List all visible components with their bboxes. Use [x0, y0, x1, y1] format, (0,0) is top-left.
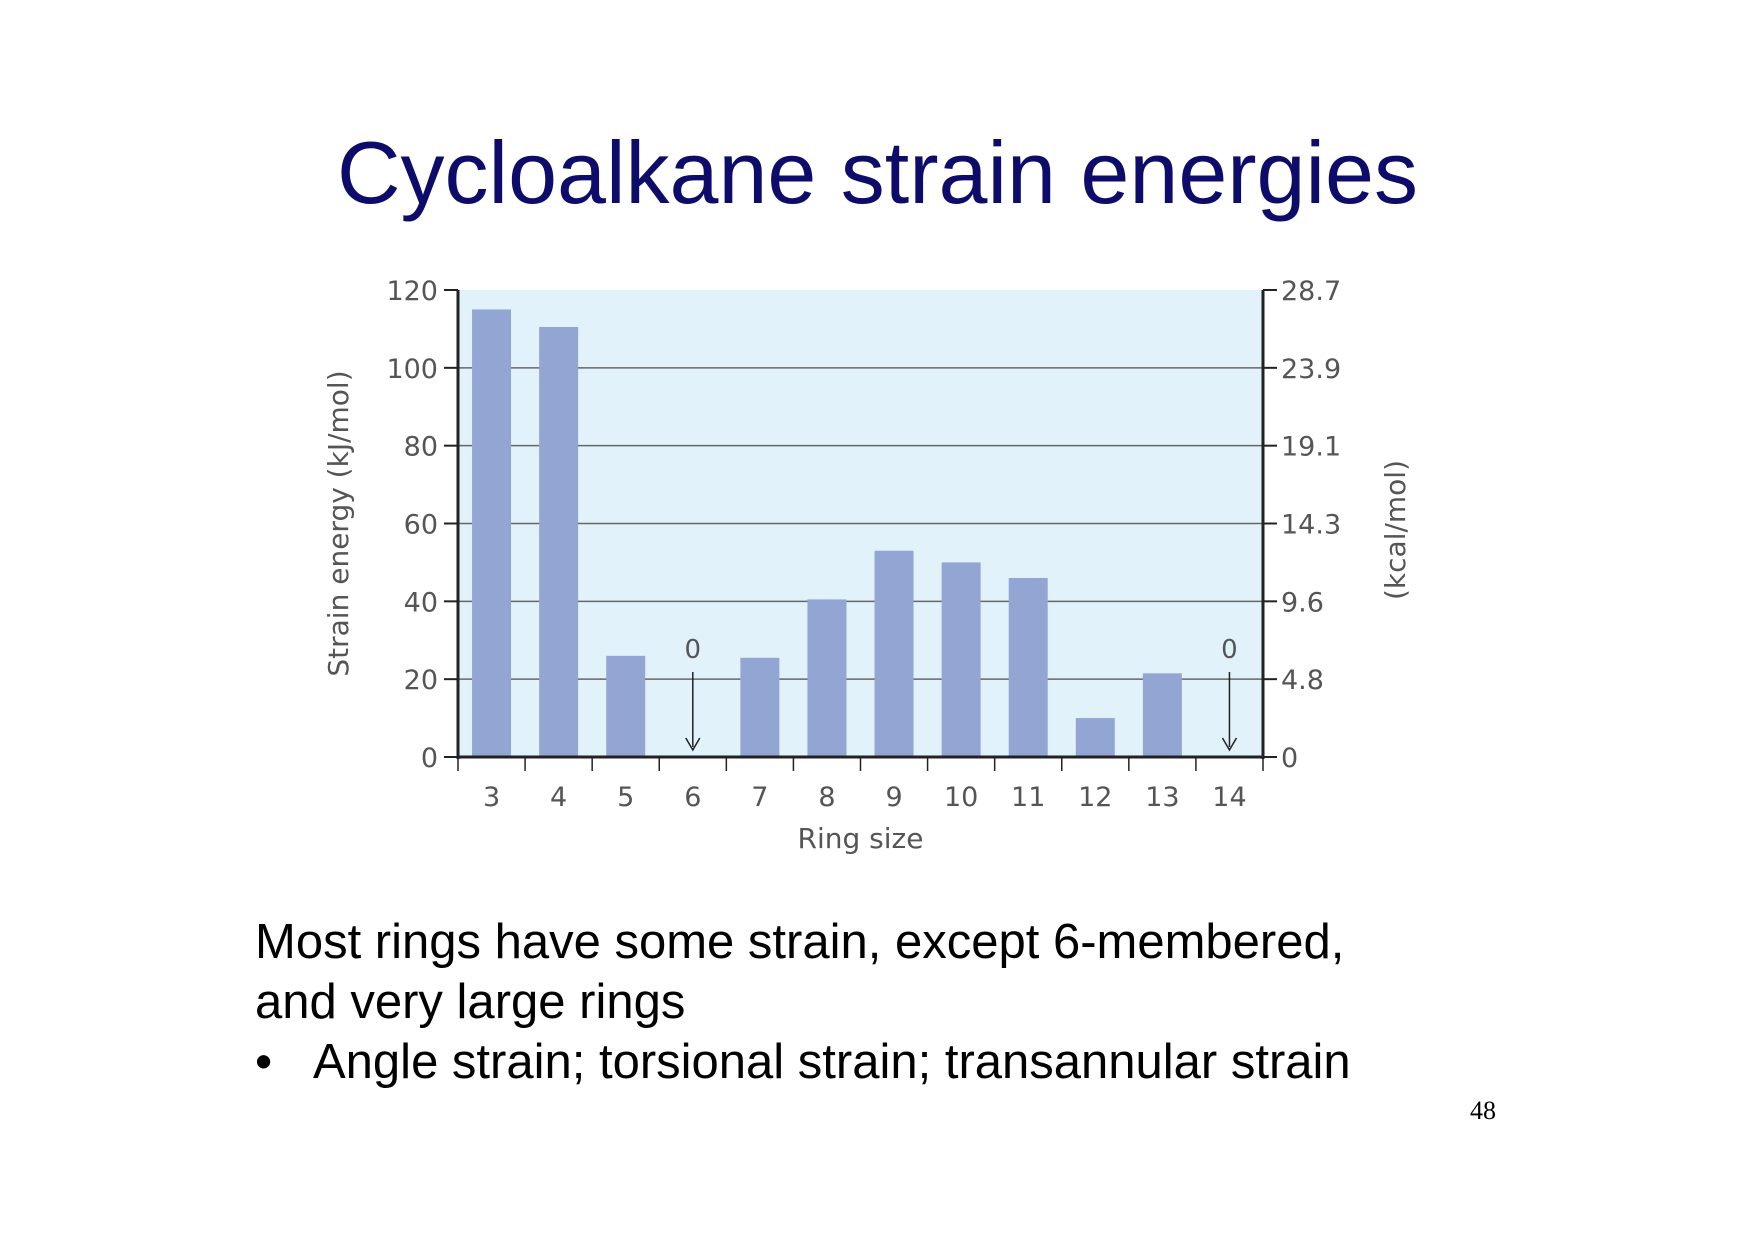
bullet-item: • Angle strain; torsional strain; transa…	[255, 1032, 1351, 1092]
right-y-tick-label: 4.8	[1281, 665, 1324, 696]
bar	[539, 326, 579, 757]
bar	[606, 655, 646, 757]
x-tick-label: 12	[1078, 782, 1112, 813]
x-tick-label: 8	[818, 782, 835, 813]
x-tick-label: 11	[1011, 782, 1045, 813]
x-tick-label: 10	[944, 782, 978, 813]
zero-value-label: 0	[1221, 635, 1238, 665]
x-axis-title: Ring size	[798, 822, 924, 855]
slide-body: Most rings have some strain, except 6-me…	[255, 912, 1351, 1092]
x-tick-label: 13	[1145, 782, 1179, 813]
bar	[874, 550, 914, 757]
bar	[807, 599, 847, 757]
paragraph-line-2: and very large rings	[255, 975, 686, 1029]
left-y-tick-label: 20	[404, 665, 438, 696]
zero-arrow-head	[1221, 737, 1238, 752]
x-tick-label: 4	[550, 782, 567, 813]
x-tick-label: 14	[1212, 782, 1246, 813]
bar	[740, 657, 780, 757]
bar	[941, 562, 981, 757]
left-y-tick-label: 120	[386, 276, 438, 307]
x-tick-label: 7	[751, 782, 768, 813]
right-y-tick-label: 23.9	[1281, 354, 1341, 385]
paragraph-line-1: Most rings have some strain, except 6-me…	[255, 915, 1345, 969]
left-y-tick-label: 60	[404, 510, 438, 541]
zero-arrow-head	[685, 737, 701, 752]
left-y-tick-label: 40	[404, 587, 438, 618]
bar	[1075, 718, 1115, 757]
zero-value-label: 0	[685, 635, 702, 665]
right-y-tick-label: 28.7	[1281, 276, 1341, 307]
bar	[1008, 577, 1048, 757]
right-y-tick-label: 19.1	[1281, 432, 1341, 463]
right-y-tick-label: 0	[1281, 743, 1298, 774]
slide-title: Cycloalkane strain energies	[336, 123, 1418, 222]
x-tick-label: 6	[684, 782, 701, 813]
bar	[1142, 673, 1182, 757]
right-y-axis-title: (kcal/mol)	[1379, 460, 1412, 600]
bullet-marker: •	[255, 1035, 273, 1089]
page-number: 48	[1470, 1096, 1496, 1125]
right-y-tick-label: 9.6	[1281, 587, 1324, 618]
strain-energy-chart: 0 0 0 20 40 60 80 100 120 0 4.8 9.6 14.3 19.1 23.9 28.7…	[322, 276, 1412, 855]
left-y-tick-label: 0	[421, 743, 438, 774]
x-tick-label: 3	[483, 782, 500, 813]
left-y-axis-title: Strain energy (kJ/mol)	[322, 370, 355, 676]
x-tick-label: 9	[885, 782, 902, 813]
bar	[472, 309, 512, 757]
bullet-text: Angle strain; torsional strain; transann…	[313, 1035, 1351, 1089]
left-y-tick-label: 100	[386, 354, 438, 385]
x-tick-label: 5	[617, 782, 634, 813]
right-y-tick-label: 14.3	[1281, 510, 1341, 541]
left-y-tick-label: 80	[404, 432, 438, 463]
